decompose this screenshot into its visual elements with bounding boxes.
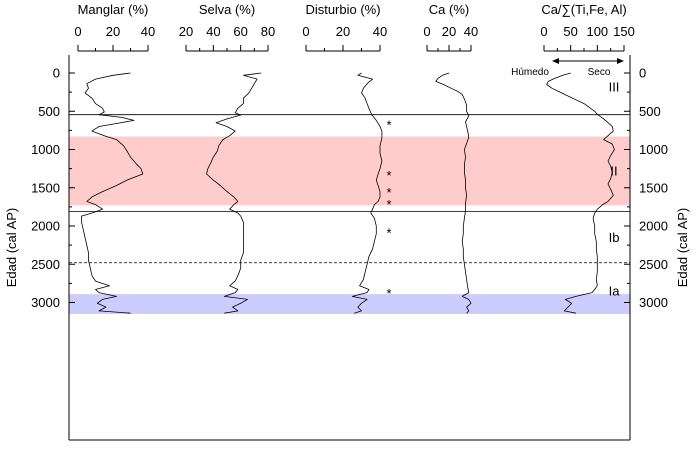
panel-title-2: Selva (%) (199, 2, 255, 17)
direction-arrow-head-left (552, 58, 559, 64)
panel-tick-label-2-2: 60 (233, 24, 247, 39)
panel-tick-label-5-1: 50 (563, 24, 577, 39)
panel-tick-label-4-0: 0 (423, 24, 430, 39)
y-tick-label-left-4: 2000 (31, 219, 60, 234)
y-axis-layer: Edad (cal AP) Edad (cal AP) 0 0 500 500 1000 10… (4, 66, 690, 311)
panel-tick-label-1-1: 20 (106, 24, 120, 39)
series-layer (81, 72, 615, 314)
zone-band-1 (69, 294, 630, 314)
panel-axis-1: Manglar (%) 0 20 40 (74, 2, 155, 52)
y-tick-label-right-0: 0 (639, 66, 646, 81)
y-tick-label-right-6: 3000 (639, 295, 668, 310)
zone-label-0: III (609, 79, 620, 94)
direction-arrow-head-right (617, 58, 624, 64)
series-line-2 (206, 72, 262, 314)
panel-tick-label-4-2: 40 (464, 24, 478, 39)
panel-title-1: Manglar (%) (78, 2, 149, 17)
y-tick-label-left-5: 2500 (31, 257, 60, 272)
panel-tick-label-2-0: 20 (179, 24, 193, 39)
panel-title-4: Ca (%) (429, 2, 469, 17)
panel-tick-label-1-2: 40 (141, 24, 155, 39)
panel-tick-label-3-2: 40 (373, 24, 387, 39)
y-tick-label-right-4: 2000 (639, 219, 668, 234)
panel-tick-label-3-1: 20 (336, 24, 350, 39)
panel-tick-label-5-2: 100 (586, 24, 608, 39)
zone-band-0 (69, 136, 630, 206)
y-tick-label-left-3: 1500 (31, 180, 60, 195)
y-tick-label-right-5: 2500 (639, 257, 668, 272)
frame-layer (68, 55, 631, 441)
panel-tick-label-2-1: 40 (206, 24, 220, 39)
panel-tick-label-1-0: 0 (74, 24, 81, 39)
series-line-1 (81, 72, 144, 314)
panel-tick-label-5-0: 0 (540, 24, 547, 39)
asterisk-marker-1: * (386, 168, 391, 183)
panel-axis-5: Ca/∑(Ti,Fe, Al) 0 50 100 150 (540, 2, 635, 52)
series-line-5 (546, 72, 615, 314)
asterisk-marker-3: * (386, 197, 391, 212)
y-tick-label-left-1: 500 (38, 104, 60, 119)
zone-label-1: II (610, 163, 617, 178)
y-axis-title-right: Edad (cal AP) (675, 208, 690, 288)
panel-axis-2: Selva (%) 20 40 60 80 (179, 2, 275, 52)
boundary-lines-layer (69, 114, 630, 264)
y-tick-label-right-2: 1000 (639, 142, 668, 157)
panel-axes-layer: Manglar (%) 0 20 40 Selva (%) 20 40 60 80 Disturb… (74, 2, 635, 52)
asterisk-marker-4: * (386, 225, 391, 240)
panel-tick-label-2-3: 80 (261, 24, 275, 39)
zone-label-3: Ia (609, 284, 621, 299)
asterisk-marker-5: * (386, 286, 391, 301)
y-tick-label-right-3: 1500 (639, 180, 668, 195)
annotation-humedo: Húmedo (511, 67, 549, 78)
y-axis-title-left: Edad (cal AP) (4, 208, 19, 288)
panel-tick-label-4-1: 20 (442, 24, 456, 39)
zone-label-2: Ib (609, 230, 620, 245)
panel-tick-label-5-3: 150 (613, 24, 635, 39)
y-tick-label-left-6: 3000 (31, 295, 60, 310)
panel-title-5: Ca/∑(Ti,Fe, Al) (541, 2, 626, 17)
y-tick-label-left-2: 1000 (31, 142, 60, 157)
asterisk-marker-0: * (386, 117, 391, 132)
series-line-4 (435, 72, 472, 314)
panel-title-3: Disturbio (%) (305, 2, 380, 17)
panel-axis-4: Ca (%) 0 20 40 (423, 2, 478, 52)
asterisk-marker-2: * (386, 185, 391, 200)
y-tick-label-right-1: 500 (639, 104, 661, 119)
band-layer (69, 136, 630, 314)
y-tick-label-left-0: 0 (53, 66, 60, 81)
annotation-seco: Seco (588, 67, 611, 78)
panel-tick-label-3-0: 0 (302, 24, 309, 39)
panel-axis-3: Disturbio (%) 0 20 40 (302, 2, 387, 52)
series-line-3 (351, 72, 383, 314)
